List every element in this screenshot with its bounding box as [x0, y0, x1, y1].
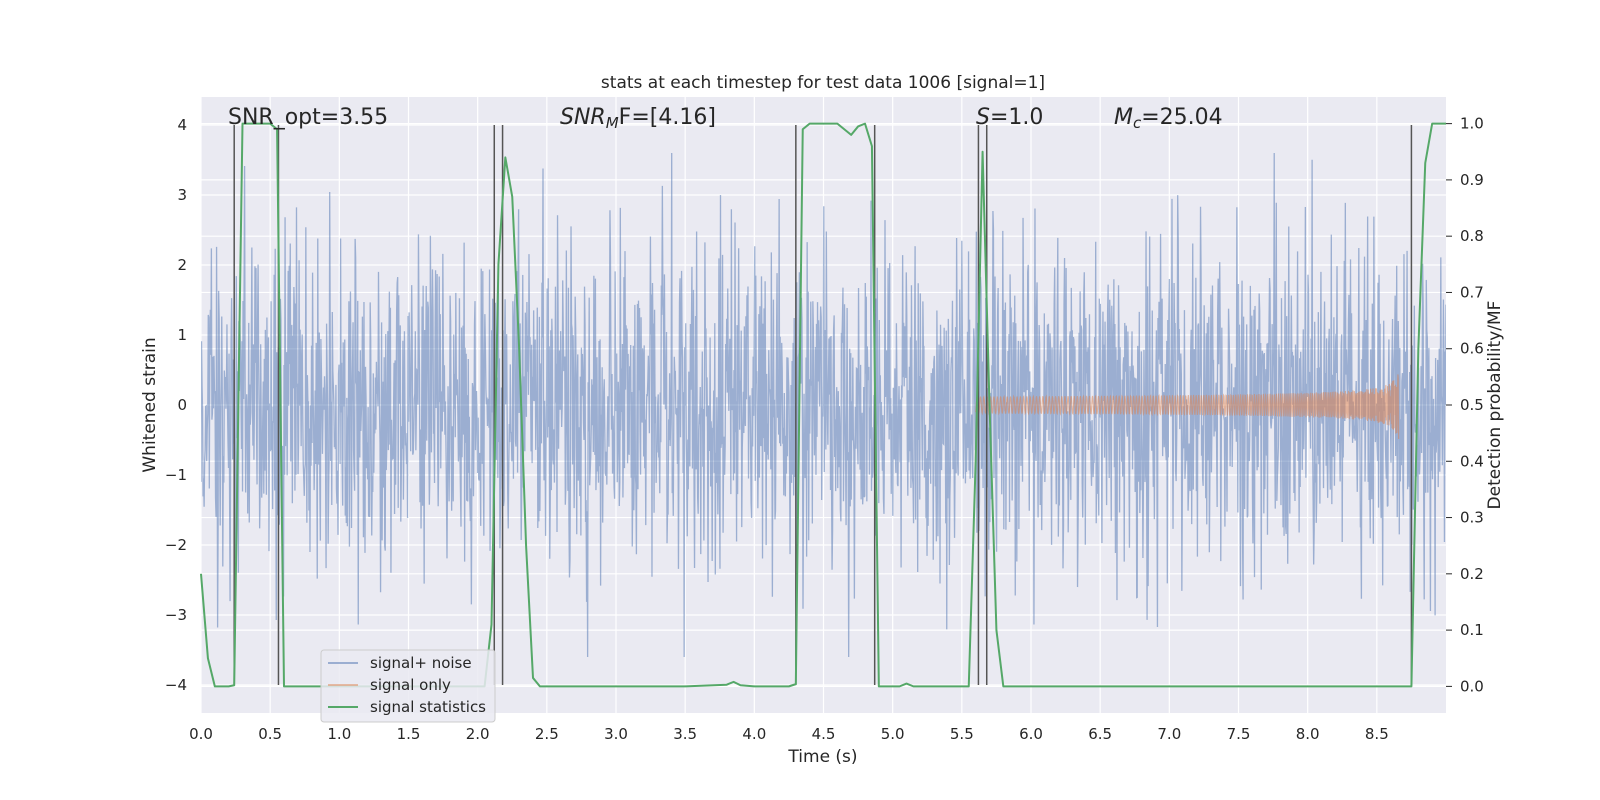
- signal-only-series: [975, 374, 1400, 439]
- y2-tick-label: 1.0: [1460, 115, 1484, 133]
- y-tick-label: 0: [177, 396, 187, 414]
- y2-tick-label: 0.8: [1460, 227, 1484, 245]
- y2-axis-label: Detection probability/MF: [1485, 301, 1505, 510]
- y-axis-label: Whitened strain: [140, 337, 160, 472]
- y-tick-label: −3: [165, 606, 187, 624]
- y2-tick-label: 0.5: [1460, 396, 1484, 414]
- x-tick-label: 0.0: [189, 725, 213, 743]
- chart-title: stats at each timestep for test data 100…: [601, 73, 1045, 93]
- x-tick-label: 2.0: [466, 725, 490, 743]
- x-tick-label: 6.5: [1088, 725, 1112, 743]
- legend-label-signal-statistics: signal statistics: [370, 698, 486, 716]
- y2-tick-labels: 1.0 0.9 0.8 0.7 0.6 0.5 0.4 0.3 0.2 0.1 0.0: [1446, 115, 1484, 695]
- x-tick-label: 2.5: [535, 725, 559, 743]
- x-tick-label: 0.5: [258, 725, 282, 743]
- x-tick-label: 4.0: [742, 725, 766, 743]
- y2-tick-label: 0.1: [1460, 621, 1484, 639]
- y2-tick-label: 0.4: [1460, 452, 1484, 470]
- annotation-s: S=1.0: [976, 105, 1043, 130]
- x-tick-label: 5.0: [881, 725, 905, 743]
- y-tick-label: 4: [177, 116, 187, 134]
- legend-box: [320, 649, 496, 723]
- x-tick-label: 8.0: [1296, 725, 1320, 743]
- x-tick-label: 6.0: [1019, 725, 1043, 743]
- x-tick-label: 3.5: [673, 725, 697, 743]
- signal-statistics-line: [200, 122, 1446, 688]
- signal-noise-line: [201, 152, 1446, 658]
- y-tick-labels: 4 3 2 1 0 −1 −2 −3 −4: [165, 116, 187, 694]
- x-tick-label: 8.5: [1365, 725, 1389, 743]
- annotation-snr-opt: SNR_opt=3.55: [228, 105, 388, 130]
- x-tick-labels: 0.0 0.5 1.0 1.5 2.0 2.5 3.0 3.5 4.0 4.5 5.0 5.5 6.0 6…: [189, 725, 1389, 743]
- legend-label-signal-only: signal only: [370, 676, 451, 694]
- legend: signal+ noise signal only signal statist…: [320, 649, 496, 723]
- y2-tick-label: 0.9: [1460, 171, 1484, 189]
- x-tick-label: 5.5: [950, 725, 974, 743]
- x-tick-label: 1.5: [397, 725, 421, 743]
- y-tick-label: 1: [177, 326, 187, 344]
- x-tick-label: 3.0: [604, 725, 628, 743]
- y-tick-label: −1: [165, 466, 187, 484]
- y-tick-label: 3: [177, 186, 187, 204]
- signal-statistics-series: [200, 122, 1446, 688]
- x-tick-label: 7.5: [1227, 725, 1251, 743]
- y2-tick-label: 0.3: [1460, 509, 1484, 527]
- x-axis-label: Time (s): [787, 747, 857, 767]
- x-tick-label: 1.0: [327, 725, 351, 743]
- annotation-snr-mf: SNRMF=[4.16]: [560, 105, 716, 132]
- x-tick-label: 4.5: [812, 725, 836, 743]
- y-tick-label: 2: [177, 256, 187, 274]
- legend-label-signal-noise: signal+ noise: [370, 654, 472, 672]
- x-tick-label: 7.0: [1157, 725, 1181, 743]
- signal-noise-series: [201, 152, 1446, 658]
- y2-tick-label: 0.0: [1460, 677, 1484, 695]
- y2-tick-label: 0.7: [1460, 283, 1484, 301]
- annotation-mc: Mc=25.04: [1114, 105, 1223, 132]
- signal-only-line: [975, 374, 1400, 439]
- y-tick-label: −4: [165, 676, 187, 694]
- y2-tick-label: 0.2: [1460, 565, 1484, 583]
- y2-tick-label: 0.6: [1460, 340, 1484, 358]
- vertical-markers: [233, 125, 1413, 685]
- y-tick-label: −2: [165, 536, 187, 554]
